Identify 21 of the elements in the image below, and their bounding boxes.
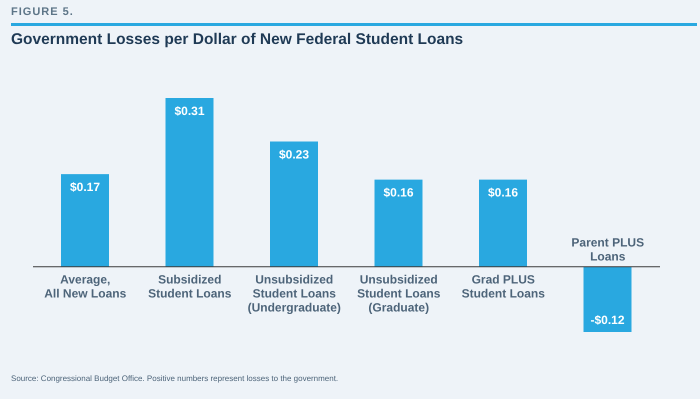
x-tick-label: Unsubsidized Student Loans (Undergraduate) [248,272,341,315]
x-tick-label: Grad PLUS Student Loans [462,272,546,301]
data-label: $0.17 [70,180,100,194]
source-note: Source: Congressional Budget Office. Positive numbers represent losses to the government. [11,374,338,383]
x-tick-label: Parent PLUS Loans [571,236,644,264]
bar [61,174,109,267]
x-tick-label: Subsidized Student Loans [148,272,232,301]
bar [479,180,527,267]
bar [584,266,632,332]
bar [166,98,214,267]
data-label: $0.31 [174,104,205,118]
data-label: $0.23 [278,148,310,162]
chart-subtitle: FIGURE 5. [11,6,74,18]
chart-title: Government Losses per Dollar of New Federal Student Loans [11,31,464,49]
data-label: $0.16 [488,186,518,200]
data-label: $0.16 [383,186,414,200]
bar [270,142,318,267]
x-tick-label: Unsubsidized Student Loans (Graduate) [357,272,441,315]
bar [374,180,422,267]
x-tick-label: Average, All New Loans [44,272,127,301]
data-label: -$0.12 [590,313,625,327]
